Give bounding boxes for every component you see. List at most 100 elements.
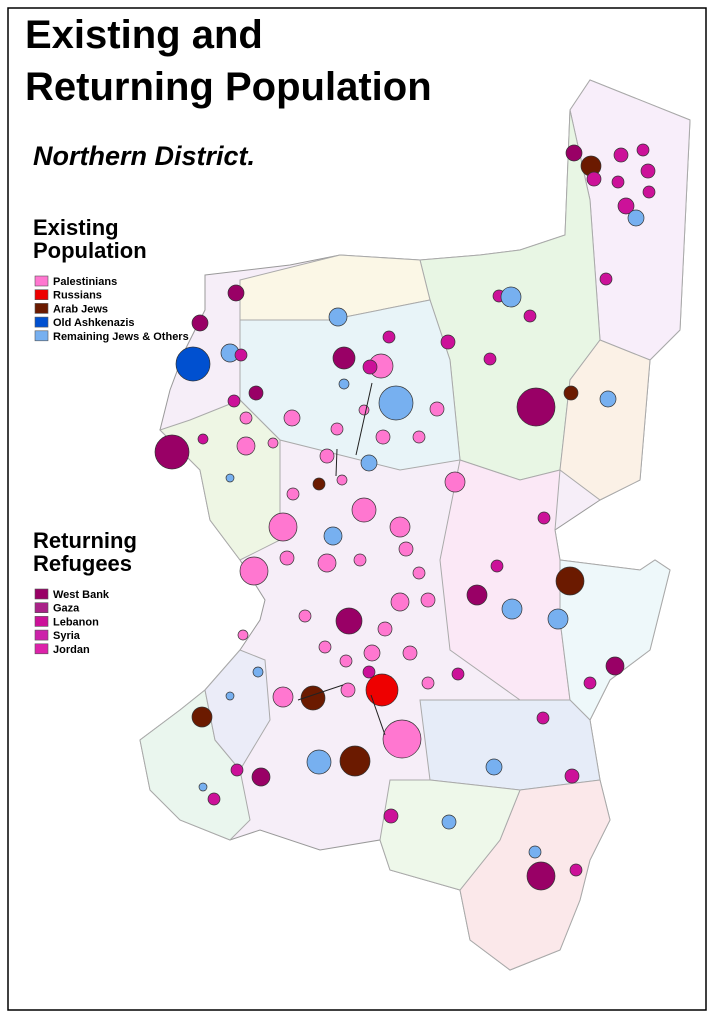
map-symbol xyxy=(451,667,465,681)
map-symbol xyxy=(398,541,414,557)
map-symbol xyxy=(516,387,556,427)
map-symbol xyxy=(536,711,550,725)
map-symbol xyxy=(332,346,356,370)
map-symbol xyxy=(412,566,426,580)
legend-swatch xyxy=(34,330,49,342)
map-symbol xyxy=(234,348,248,362)
map-symbol xyxy=(421,676,435,690)
map-symbol xyxy=(330,422,344,436)
map-symbol xyxy=(378,385,414,421)
legend-label: Palestinians xyxy=(53,276,117,288)
region xyxy=(559,339,651,501)
map-symbol xyxy=(358,404,370,416)
map-symbol xyxy=(340,682,356,698)
map-symbol xyxy=(175,346,211,382)
map-symbol xyxy=(318,640,332,654)
map-symbol xyxy=(351,497,377,523)
map-symbol xyxy=(230,763,244,777)
map-symbol xyxy=(312,477,326,491)
map-symbol xyxy=(360,454,378,472)
map-symbol xyxy=(353,553,367,567)
map-symbol xyxy=(363,644,381,662)
map-symbol xyxy=(523,309,537,323)
map-symbol xyxy=(444,471,466,493)
map-symbol xyxy=(375,429,391,445)
legend-label: West Bank xyxy=(53,589,110,601)
map-symbol xyxy=(389,516,411,538)
legend-swatch xyxy=(34,275,49,287)
map-symbol xyxy=(402,645,418,661)
region xyxy=(204,649,271,771)
map-symbol xyxy=(198,782,208,792)
map-symbol xyxy=(252,666,264,678)
map-symbol xyxy=(283,409,301,427)
legend-label: Syria xyxy=(53,630,81,642)
legend-label: Remaining Jews & Others xyxy=(53,331,189,343)
map-symbol xyxy=(191,314,209,332)
map-symbol xyxy=(640,163,656,179)
legend-swatch xyxy=(34,303,49,314)
map-symbol xyxy=(500,286,522,308)
map-symbol xyxy=(227,284,245,302)
map-symbol xyxy=(537,511,551,525)
map xyxy=(139,79,691,971)
map-symbol xyxy=(286,487,300,501)
legend-label: Russians xyxy=(53,290,102,302)
map-symbol xyxy=(377,621,393,637)
legend-heading: Existing xyxy=(33,215,119,240)
map-symbol xyxy=(526,861,556,891)
map-symbol xyxy=(611,175,625,189)
map-symbol xyxy=(225,473,235,483)
map-symbol xyxy=(617,197,635,215)
map-symbol xyxy=(420,592,436,608)
map-symbol xyxy=(339,745,371,777)
map-symbol xyxy=(441,814,457,830)
map-symbol xyxy=(319,448,335,464)
subtitle: Northern District. xyxy=(33,141,255,171)
map-symbol xyxy=(328,307,348,327)
map-symbol xyxy=(613,147,629,163)
map-symbol xyxy=(564,768,580,784)
map-symbol xyxy=(382,330,396,344)
map-symbol xyxy=(197,433,209,445)
region xyxy=(379,779,521,891)
map-symbol xyxy=(317,553,337,573)
map-symbol xyxy=(191,706,213,728)
map-symbol xyxy=(338,378,350,390)
legend-swatch xyxy=(34,316,49,328)
map-symbol xyxy=(298,609,312,623)
map-symbol xyxy=(306,749,332,775)
leader-line xyxy=(355,382,373,456)
map-symbol xyxy=(605,656,625,676)
legend-swatch xyxy=(34,602,49,614)
legend-label: Gaza xyxy=(53,603,80,615)
map-symbol xyxy=(599,390,617,408)
map-symbol xyxy=(466,584,488,606)
map-symbol xyxy=(412,430,426,444)
map-symbol xyxy=(547,608,569,630)
leader-line xyxy=(297,684,344,701)
map-symbol xyxy=(272,686,294,708)
map-symbol xyxy=(236,436,256,456)
legend-heading: Returning xyxy=(33,528,137,553)
legend-label: Old Ashkenazis xyxy=(53,317,135,329)
legend-swatch xyxy=(34,616,49,627)
map-symbol xyxy=(251,767,271,787)
map-symbol xyxy=(300,685,326,711)
map-symbol xyxy=(599,272,613,286)
map-symbol xyxy=(563,385,579,401)
map-symbol xyxy=(339,654,353,668)
map-symbol xyxy=(207,792,221,806)
map-symbol xyxy=(237,629,249,641)
map-symbol xyxy=(642,185,656,199)
map-symbol xyxy=(627,209,645,227)
map-symbol xyxy=(154,434,190,470)
map-symbol xyxy=(323,526,343,546)
map-symbol xyxy=(239,556,269,586)
map-symbol xyxy=(636,143,650,157)
map-symbol xyxy=(501,598,523,620)
map-symbol xyxy=(248,385,264,401)
map-symbol xyxy=(565,144,583,162)
map-symbol xyxy=(362,359,378,375)
